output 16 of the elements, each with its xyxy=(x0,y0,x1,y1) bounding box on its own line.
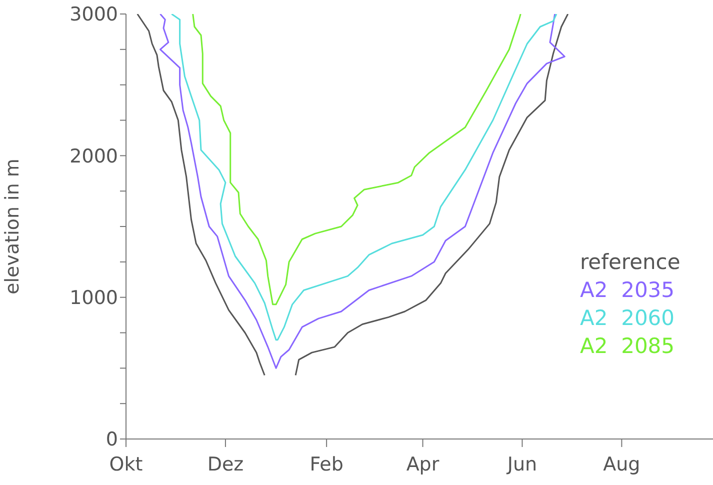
text: A2 2060 xyxy=(580,305,676,332)
y-tick-label: 3000 xyxy=(70,4,118,26)
text: reference xyxy=(580,249,680,276)
y-tick-label: 1000 xyxy=(70,287,118,310)
y-tick-label: 0 xyxy=(106,428,118,451)
x-tick-label: Jun xyxy=(506,453,538,476)
x-tick-label: Aug xyxy=(603,453,640,476)
x-tick-label: Okt xyxy=(109,453,143,476)
text: A2 2085 xyxy=(580,333,676,360)
x-tick-label: Apr xyxy=(406,453,440,476)
y-axis-title: elevation in m xyxy=(2,158,24,294)
y-tick-label: 2000 xyxy=(70,145,118,168)
x-tick-label: Feb xyxy=(310,453,344,476)
x-tick-label: Dez xyxy=(207,453,244,476)
text: A2 2035 xyxy=(580,277,676,304)
line-series xyxy=(192,14,522,306)
